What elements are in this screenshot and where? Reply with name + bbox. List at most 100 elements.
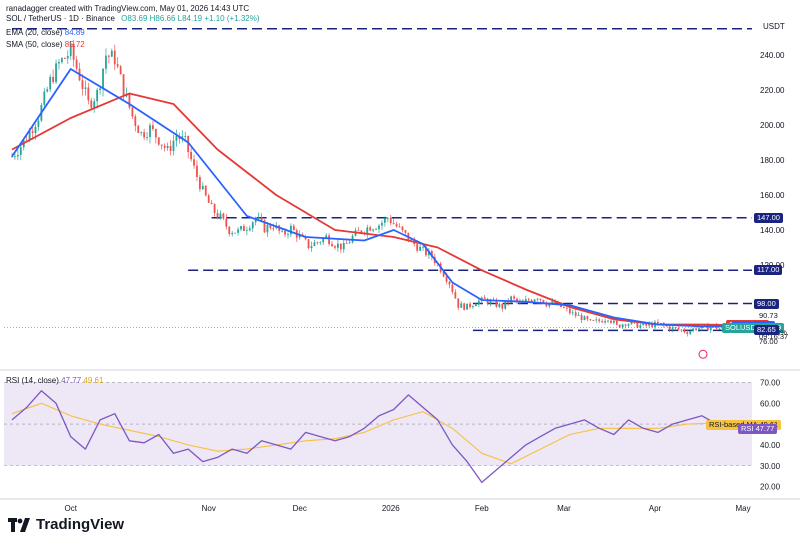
candle-body — [645, 323, 648, 326]
rsi-tick-label: 60.00 — [760, 399, 781, 408]
candle-body — [316, 242, 319, 244]
candle-body — [222, 213, 225, 219]
candle-body — [96, 89, 99, 102]
candle-body — [81, 80, 84, 89]
candle-body — [574, 312, 577, 316]
price-tag: 117.00 — [754, 265, 783, 276]
candle-body — [357, 230, 360, 232]
time-tick-label: Apr — [649, 504, 662, 513]
candle-body — [422, 246, 424, 248]
candle-body — [583, 316, 586, 321]
ema-legend[interactable]: EMA (20, close) 84.89 — [6, 28, 85, 37]
price-tag: 147.00 — [754, 212, 783, 223]
candle-body — [234, 232, 237, 234]
candle-body — [28, 131, 31, 141]
event-icon — [698, 349, 708, 359]
candle-body — [372, 229, 375, 231]
price-tick-label: 180.00 — [760, 156, 785, 165]
candle-body — [580, 315, 583, 321]
rsi-legend-label: RSI (14, close) — [6, 376, 59, 385]
ohlc-values: O83.69 H86.66 L84.19 +1.10 (+1.32%) — [121, 14, 260, 23]
candle-body — [55, 63, 57, 83]
candle-body — [334, 246, 336, 248]
price-tag: 76.00 — [759, 337, 778, 346]
candle-body — [718, 328, 721, 330]
candle-body — [231, 233, 234, 235]
candle-body — [154, 129, 157, 138]
time-tick-label: Feb — [475, 504, 489, 513]
candle-body — [474, 304, 477, 307]
candle-body — [683, 329, 686, 333]
candle-body — [228, 226, 231, 235]
tradingview-logo[interactable]: TradingView — [8, 516, 124, 533]
candle-body — [122, 74, 125, 97]
price-tag: 98.00 — [754, 298, 779, 309]
price-tick-label: 240.00 — [760, 51, 785, 60]
tradingview-wordmark: TradingView — [36, 516, 125, 533]
candle-body — [495, 300, 498, 307]
price-tag: 82.65 — [754, 325, 779, 336]
candle-body — [287, 234, 289, 236]
candle-body — [448, 281, 451, 285]
symbol-line: SOL / TetherUS · 1D · Binance — [6, 14, 115, 23]
candle-body — [134, 116, 137, 126]
candle-body — [163, 145, 166, 148]
rsi-tick-label: 70.00 — [760, 378, 781, 387]
candle-body — [336, 243, 339, 248]
symbol-header: SOL / TetherUS · 1D · Binance O83.69 H86… — [6, 14, 260, 23]
candle-body — [298, 234, 301, 238]
candle-body — [137, 125, 140, 133]
candle-body — [665, 325, 668, 327]
rsi-tick-label: 30.00 — [760, 462, 781, 471]
candle-body — [545, 303, 548, 307]
candle-body — [607, 320, 609, 322]
candle-body — [292, 225, 295, 231]
candle-body — [269, 224, 272, 229]
candle-body — [615, 320, 618, 325]
candle-body — [360, 230, 363, 233]
rsi-tick-label: 20.00 — [760, 483, 781, 492]
rsi-ma-legend-value: 49.61 — [83, 376, 104, 385]
sma-legend[interactable]: SMA (50, close) 85.72 — [6, 40, 85, 49]
candle-body — [698, 328, 700, 330]
candle-body — [648, 323, 651, 326]
candle-body — [463, 303, 466, 310]
candle-body — [266, 224, 269, 233]
candle-body — [510, 296, 513, 303]
candle-body — [612, 320, 615, 323]
candle-body — [527, 299, 530, 301]
candle-body — [677, 328, 680, 330]
candle-body — [651, 323, 653, 327]
candle-body — [624, 324, 627, 326]
candle-body — [542, 299, 545, 304]
candle-body — [706, 325, 709, 331]
price-tick-label: 220.00 — [760, 86, 785, 95]
candle-body — [307, 239, 310, 249]
candle-body — [157, 137, 160, 145]
price-tick-label: 200.00 — [760, 121, 785, 130]
candle-body — [383, 218, 386, 223]
candle-body — [442, 271, 445, 277]
candle-body — [257, 217, 260, 219]
candle-body — [113, 50, 116, 65]
candle-body — [152, 125, 154, 130]
candle-body — [339, 243, 342, 250]
time-tick-label: 2026 — [382, 504, 400, 513]
candle-body — [659, 322, 662, 324]
candle-body — [636, 321, 639, 328]
time-tick-label: Dec — [293, 504, 307, 513]
candle-body — [75, 59, 78, 69]
rsi-legend[interactable]: RSI (14, close) 47.77 49.61 — [6, 376, 103, 385]
candle-body — [196, 165, 198, 178]
candle-body — [466, 303, 468, 310]
candle-body — [272, 228, 275, 229]
candle-body — [398, 226, 401, 228]
candle-body — [328, 235, 330, 245]
candle-body — [166, 145, 169, 148]
candle-body — [539, 298, 542, 300]
candle-body — [190, 152, 193, 160]
candle-body — [319, 242, 322, 244]
candle-body — [425, 246, 427, 256]
candle-body — [595, 319, 598, 321]
